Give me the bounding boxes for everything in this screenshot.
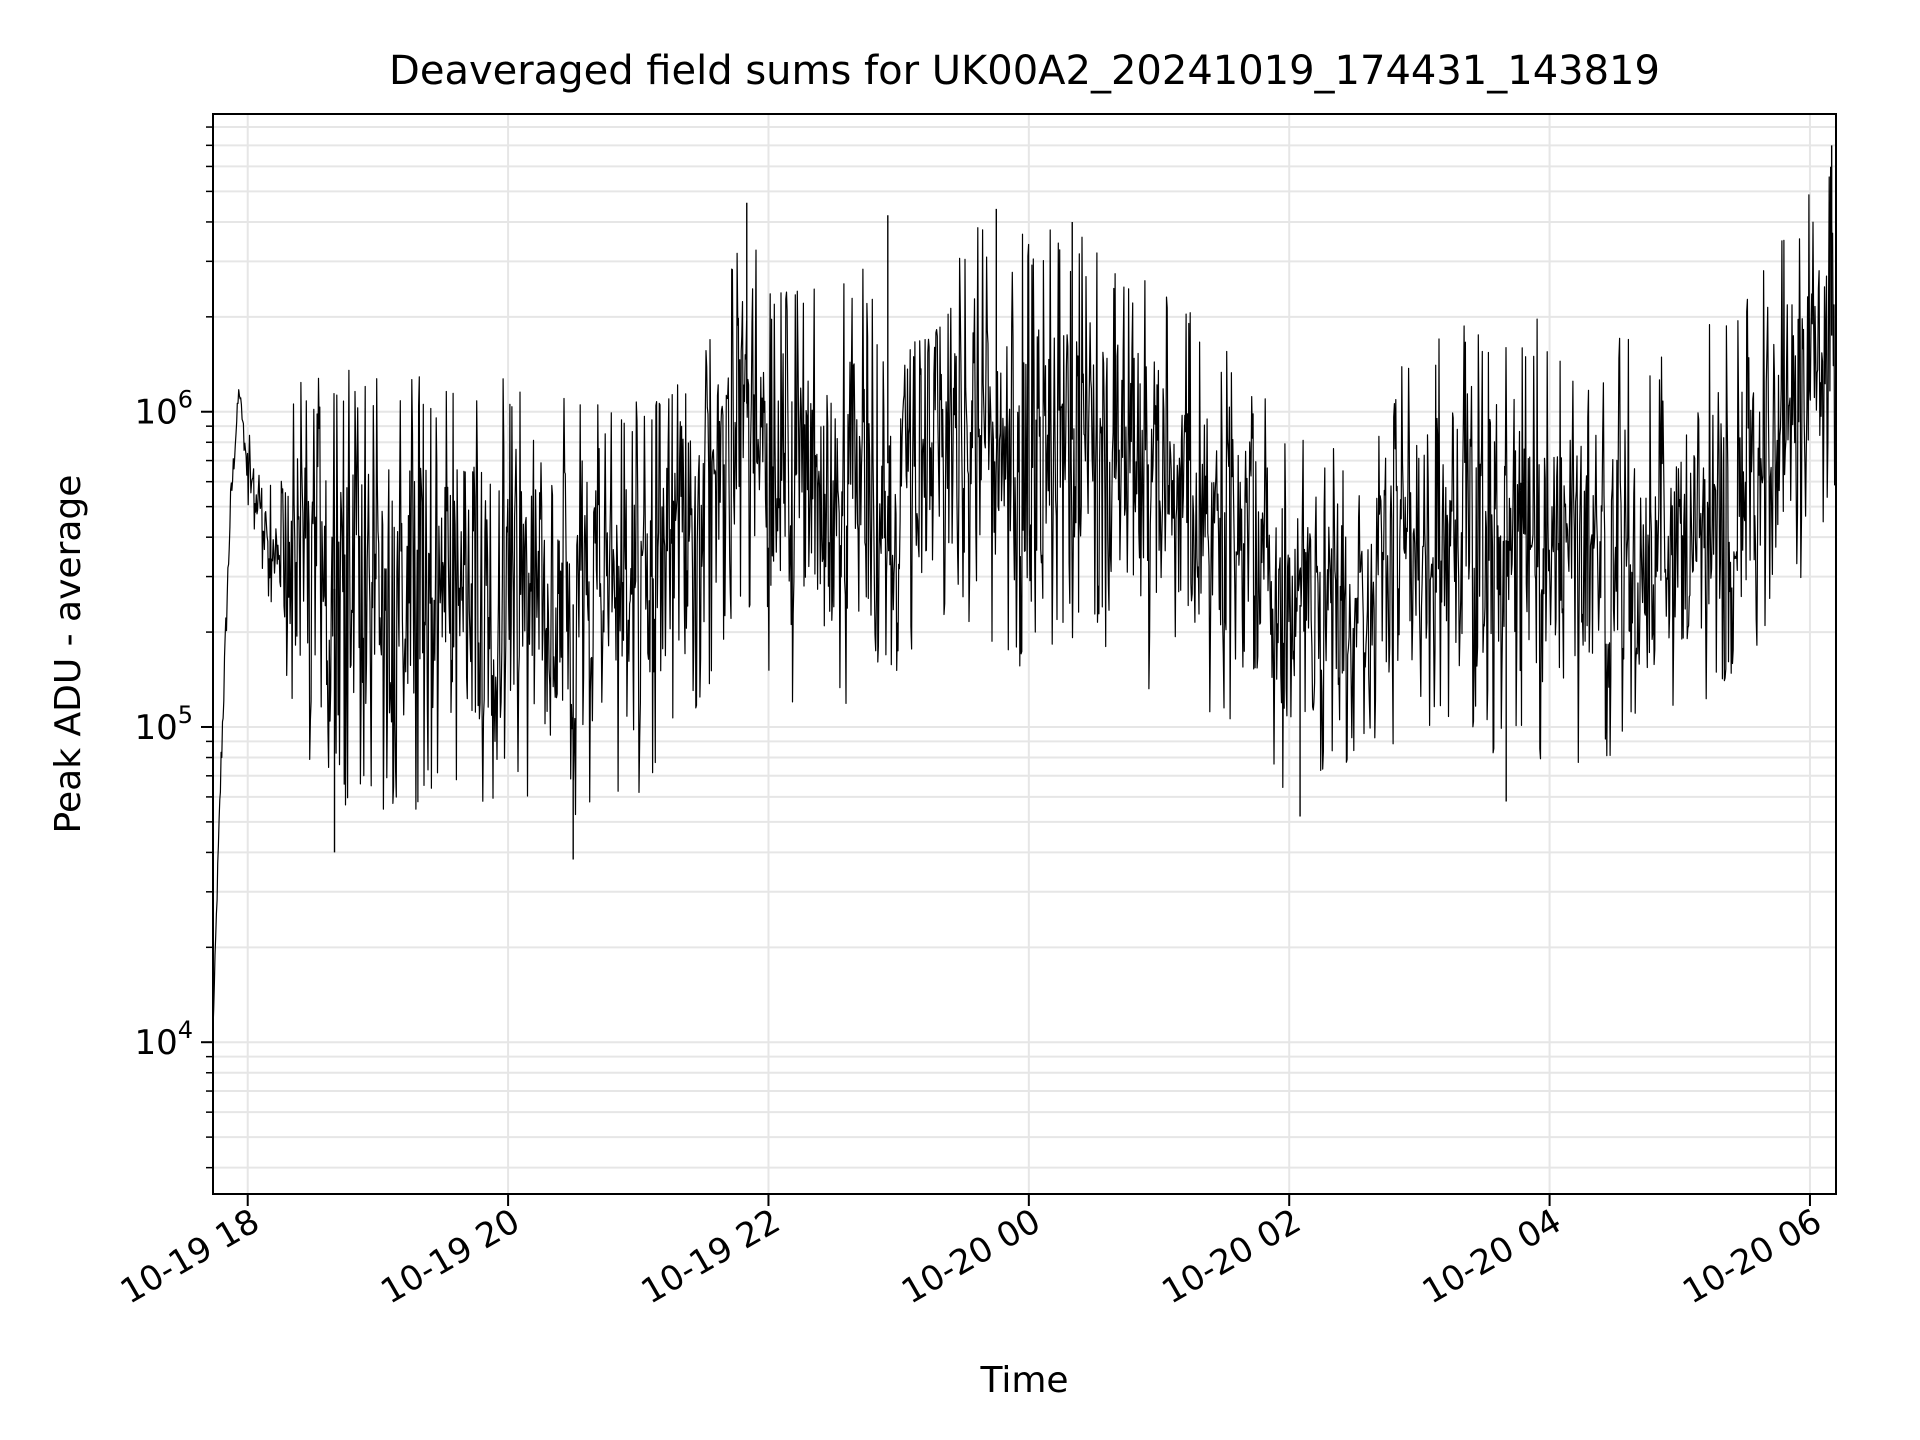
x-axis-label: Time [979,1360,1068,1401]
plot-frame [212,113,1837,1195]
y-tick-label: 106 [134,386,193,433]
y-tick-label: 105 [134,701,193,748]
chart-title: Deaveraged field sums for UK00A2_2024101… [389,48,1660,94]
y-tick-label: 104 [134,1016,193,1063]
grid [213,114,1836,1194]
y-axis-label: Peak ADU - average [48,475,89,834]
series-line [212,166,1837,1029]
data-layer [212,145,1837,1029]
